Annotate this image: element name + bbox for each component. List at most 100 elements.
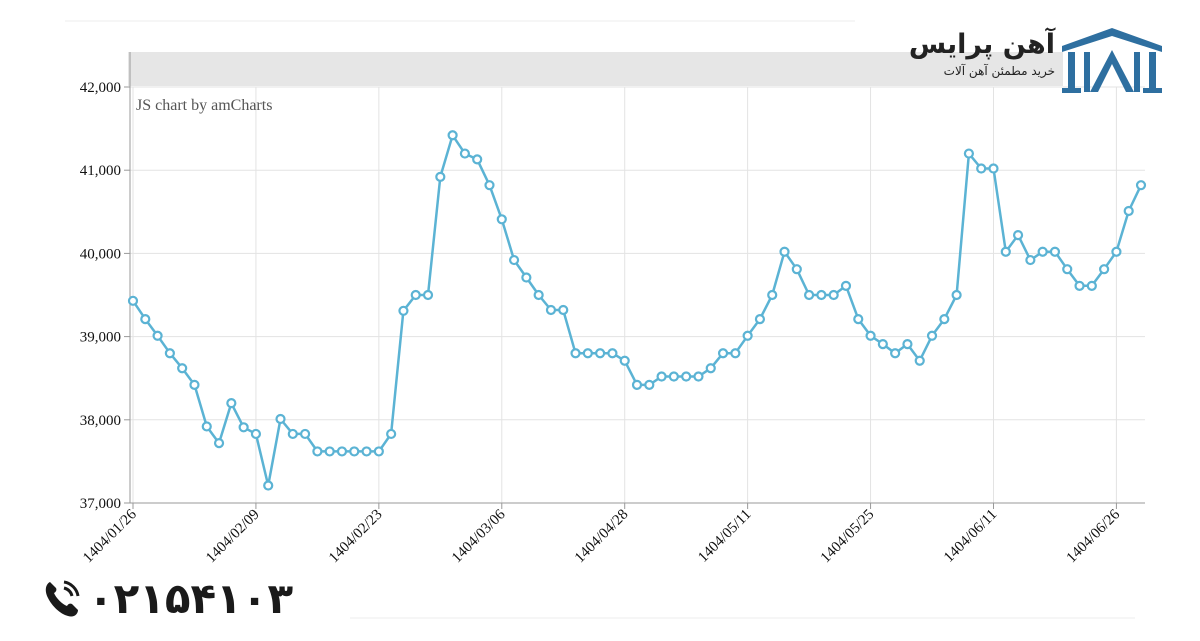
data-point — [717, 348, 729, 359]
y-tick-labels: 37,000 38,000 39,000 40,000 41,000 42,000 — [80, 80, 121, 512]
data-point — [1000, 246, 1011, 257]
data-point — [963, 148, 975, 159]
data-point — [164, 348, 175, 359]
data-point — [730, 348, 741, 359]
data-point — [754, 314, 766, 325]
data-point — [631, 379, 643, 390]
data-point — [312, 446, 323, 457]
data-point — [336, 446, 348, 457]
x-tick-labels: 1404/01/26 1404/02/09 1404/02/23 1404/03/06… — [80, 506, 1123, 566]
data-point — [570, 348, 581, 359]
phone-icon — [45, 580, 80, 617]
data-point — [828, 289, 839, 301]
data-point — [840, 280, 852, 291]
data-point — [1025, 254, 1036, 266]
x-tick-label: 1404/05/25 — [818, 507, 878, 567]
data-point — [656, 371, 667, 382]
y-tick-label: 37,000 — [80, 496, 121, 512]
data-point — [951, 289, 962, 301]
data-point — [816, 289, 827, 301]
data-point — [263, 480, 274, 491]
data-point — [595, 348, 606, 359]
y-tick-label: 42,000 — [80, 80, 121, 96]
data-point — [1012, 229, 1024, 241]
phone-number: ۰۲۱۵۴۱۰۳ — [88, 573, 294, 623]
data-point — [705, 363, 716, 374]
data-point — [201, 421, 212, 432]
data-point — [484, 180, 495, 191]
data-point — [472, 154, 483, 165]
data-point — [767, 289, 778, 301]
data-point — [742, 330, 753, 341]
brand-logo-icon — [1062, 28, 1162, 93]
data-point — [988, 163, 999, 174]
data-point — [447, 130, 458, 141]
data-point — [422, 289, 434, 301]
data-point — [496, 214, 507, 225]
data-point — [644, 379, 655, 390]
x-tick-label: 1404/06/11 — [941, 507, 1000, 566]
data-point — [890, 348, 901, 359]
data-point — [791, 264, 802, 275]
x-tick-label: 1404/04/28 — [572, 507, 632, 567]
x-tick-label: 1404/05/11 — [695, 507, 754, 566]
data-point — [668, 371, 679, 382]
data-point — [1111, 246, 1122, 257]
y-tick-label: 38,000 — [80, 413, 121, 429]
data-point — [349, 446, 360, 457]
data-point — [1123, 205, 1134, 217]
data-point — [1074, 280, 1085, 291]
data-point — [373, 446, 384, 457]
brand-block: آهن پرایس خرید مطمئن آهن آلات — [905, 28, 1055, 80]
data-point — [508, 254, 520, 266]
series-line — [131, 134, 1143, 487]
data-point — [877, 338, 888, 350]
data-point — [545, 304, 557, 316]
data-point — [976, 163, 987, 174]
data-point — [681, 371, 692, 382]
data-point — [1062, 264, 1073, 275]
data-point — [140, 314, 151, 325]
data-point — [853, 314, 864, 325]
brand-tagline: خرید مطمئن آهن آلات — [943, 64, 1055, 78]
data-point — [410, 289, 421, 301]
y-tick-label: 41,000 — [80, 163, 121, 179]
data-point — [693, 371, 704, 382]
x-tick-label: 1404/03/06 — [449, 506, 509, 566]
data-point — [398, 305, 409, 316]
data-point — [287, 428, 298, 440]
data-point — [865, 330, 876, 341]
data-point — [152, 330, 163, 341]
data-point — [902, 338, 913, 350]
data-point — [926, 330, 938, 341]
data-point — [939, 314, 950, 325]
data-point — [189, 379, 200, 390]
data-point — [361, 446, 372, 457]
series — [127, 130, 1147, 491]
data-point — [226, 398, 237, 409]
data-point — [1049, 246, 1061, 257]
data-point — [238, 422, 249, 433]
data-point — [459, 148, 471, 159]
y-tick-label: 40,000 — [80, 246, 121, 262]
data-point — [1099, 264, 1110, 275]
data-point — [533, 289, 544, 301]
chart-header-band — [128, 52, 1063, 86]
data-point — [386, 428, 397, 440]
amcharts-watermark: JS chart by amCharts — [136, 97, 272, 114]
axes — [124, 52, 1145, 509]
data-point — [803, 289, 815, 301]
data-point — [914, 355, 925, 366]
data-point — [1086, 280, 1097, 291]
data-point — [1135, 180, 1147, 191]
data-point — [1037, 246, 1048, 257]
data-point — [275, 413, 286, 425]
data-point — [607, 348, 618, 359]
data-point — [521, 272, 532, 283]
data-point — [435, 171, 446, 182]
data-point — [582, 348, 593, 359]
x-tick-label: 1404/01/26 — [80, 506, 140, 566]
data-point — [619, 355, 630, 366]
x-tick-label: 1404/02/23 — [326, 507, 386, 567]
